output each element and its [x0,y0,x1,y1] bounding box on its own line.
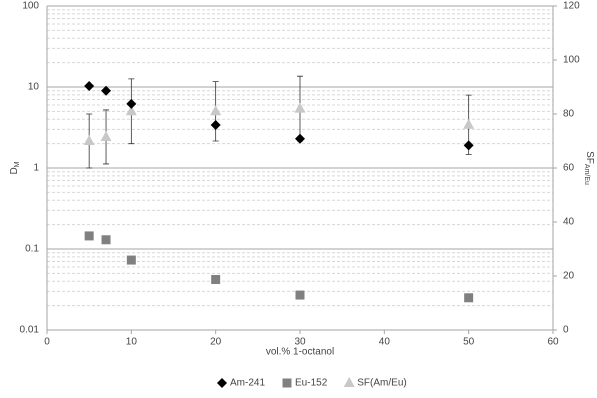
x-tick-label: 40 [379,337,391,348]
marker [210,119,221,130]
marker [125,105,137,116]
x-tick-label: 30 [294,337,306,348]
marker [463,118,475,129]
marker [100,130,112,141]
marker [294,102,306,113]
y-tick-label: 1 [33,163,39,174]
y2-axis-label: SFAm/Eu [583,151,595,185]
legend-marker [217,378,227,388]
y2-tick-label: 0 [563,325,569,336]
marker [464,293,474,303]
x-tick-label: 20 [210,337,222,348]
legend-label: Am-241 [230,378,265,389]
y-tick-label: 0.01 [20,325,40,336]
y2-tick-label: 40 [563,217,575,228]
y2-tick-label: 120 [563,1,580,12]
marker [126,98,137,109]
y2-axis-label-sub: Am/Eu [583,164,590,185]
x-tick-label: 50 [463,337,475,348]
y-axis-label: DM [9,161,21,174]
y-tick-label: 0.1 [25,244,39,255]
x-tick-label: 10 [126,337,138,348]
marker [463,140,474,151]
marker [295,133,305,144]
y-tick-label: 10 [28,82,40,93]
x-tick-label: 60 [547,337,559,348]
marker [101,235,111,245]
legend-label: Eu-152 [295,378,328,389]
marker [84,231,94,241]
y-axis-label-sub: M [14,161,21,167]
legend-marker [343,377,355,387]
y2-tick-label: 80 [563,109,575,120]
y2-tick-label: 100 [563,55,580,66]
legend-marker [282,378,292,388]
y2-tick-label: 60 [563,163,575,174]
x-axis-label: vol.% 1-octanol [266,347,334,358]
y2-tick-label: 20 [563,271,575,282]
marker [211,275,221,285]
marker [210,105,222,116]
y-axis-label-main: D [9,167,20,174]
y-tick-label: 100 [22,1,39,12]
marker [83,135,95,145]
x-tick-label: 0 [44,337,50,348]
marker [295,290,305,300]
marker [101,85,112,96]
y2-axis-label-main: SF [584,151,595,164]
marker [84,80,95,91]
marker [126,255,136,265]
legend-label: SF(Am/Eu) [357,378,406,389]
